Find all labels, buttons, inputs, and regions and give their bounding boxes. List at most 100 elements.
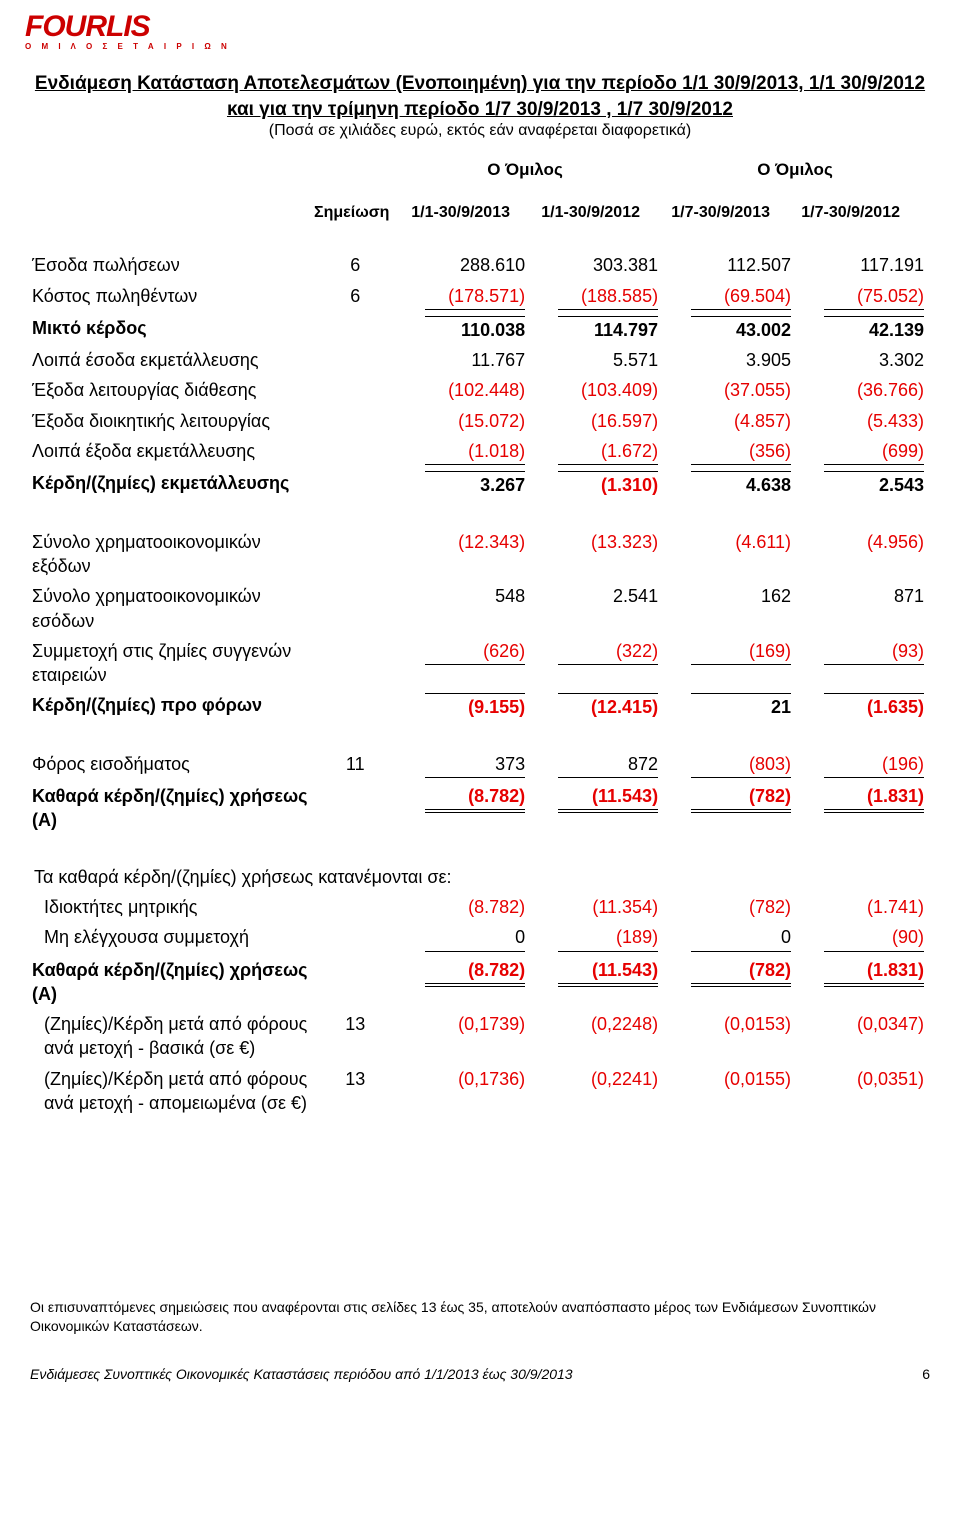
group-header-a: Ο Όμιλος	[390, 160, 660, 180]
row-label: Έξοδα λειτουργίας διάθεσης	[30, 375, 316, 405]
amount-cell: (4.956)	[797, 527, 930, 582]
amount-cell: (189)	[531, 922, 664, 954]
amount-cell: (782)	[664, 955, 797, 1010]
row-note	[316, 636, 398, 691]
amount-cell: (1.672)	[531, 436, 664, 468]
amount-cell: (1.831)	[797, 781, 930, 836]
row-note	[316, 922, 398, 954]
amount-cell: (0,0155)	[664, 1064, 797, 1119]
row-note: 13	[316, 1009, 398, 1064]
amount-cell: (1.635)	[797, 690, 930, 722]
amount-cell: (9.155)	[398, 690, 531, 722]
amount-cell: 110.038	[398, 313, 531, 345]
row-label: Κέρδη/(ζημίες) εκμετάλλευσης	[30, 468, 316, 500]
amount-cell: (5.433)	[797, 406, 930, 436]
row-label: Καθαρά κέρδη/(ζημίες) χρήσεως (Α)	[30, 781, 316, 836]
period-1: 1/1-30/9/2013	[390, 204, 520, 222]
table-row: (Ζημίες)/Κέρδη μετά από φόρους ανά μετοχ…	[30, 1064, 930, 1119]
column-group-header: Ο Όμιλος Ο Όμιλος	[30, 160, 930, 180]
row-label: Σύνολο χρηματοοικονομικών εσόδων	[30, 581, 316, 636]
amount-cell: 2.541	[531, 581, 664, 636]
row-label: Μη ελέγχουσα συμμετοχή	[30, 922, 316, 954]
footnote: Οι επισυναπτόμενες σημειώσεις που αναφέρ…	[30, 1298, 930, 1336]
row-label: (Ζημίες)/Κέρδη μετά από φόρους ανά μετοχ…	[30, 1064, 316, 1119]
amount-cell: 2.543	[797, 468, 930, 500]
amount-cell: 112.507	[664, 250, 797, 280]
amount-cell: (188.585)	[531, 281, 664, 313]
amount-cell: (16.597)	[531, 406, 664, 436]
table-row: (Ζημίες)/Κέρδη μετά από φόρους ανά μετοχ…	[30, 1009, 930, 1064]
amount-cell: 117.191	[797, 250, 930, 280]
amount-cell: (178.571)	[398, 281, 531, 313]
table-row: Κέρδη/(ζημίες) προ φόρων (9.155)(12.415)2…	[30, 690, 930, 722]
table-row: Έξοδα διοικητικής λειτουργίας(15.072)(16…	[30, 406, 930, 436]
amount-cell: (11.543)	[531, 781, 664, 836]
amount-cell: (0,0347)	[797, 1009, 930, 1064]
amount-cell: (699)	[797, 436, 930, 468]
table-row: Έξοδα λειτουργίας διάθεσης(102.448)(103.…	[30, 375, 930, 405]
table-row: Κέρδη/(ζημίες) εκμετάλλευσης3.267(1.310)…	[30, 468, 930, 500]
amount-cell: (1.310)	[531, 468, 664, 500]
table-row: Καθαρά κέρδη/(ζημίες) χρήσεως (Α)(8.782)…	[30, 955, 930, 1010]
row-note	[316, 781, 398, 836]
row-label: Λοιπά έξοδα εκμετάλλευσης	[30, 436, 316, 468]
amount-cell: 5.571	[531, 345, 664, 375]
amount-cell: (0,1736)	[398, 1064, 531, 1119]
amount-cell: (782)	[664, 892, 797, 922]
amount-cell: 21	[664, 690, 797, 722]
spacer-row	[30, 501, 930, 527]
amount-cell: 162	[664, 581, 797, 636]
amount-cell: 42.139	[797, 313, 930, 345]
row-label: Ιδιοκτήτες μητρικής	[30, 892, 316, 922]
row-label: Έσοδα πωλήσεων	[30, 250, 316, 280]
amount-cell: (15.072)	[398, 406, 531, 436]
row-note	[316, 892, 398, 922]
row-note	[316, 313, 398, 345]
logo-text: FOURLIS	[25, 12, 930, 42]
table-row: Συμμετοχή στις ζημίες συγγενών εταιρειών…	[30, 636, 930, 691]
amount-cell: (1.018)	[398, 436, 531, 468]
row-note: 6	[316, 250, 398, 280]
row-label: Φόρος εισοδήματος	[30, 749, 316, 781]
table-row: Κόστος πωληθέντων6(178.571)(188.585)(69.…	[30, 281, 930, 313]
page-footer: Ενδιάμεσες Συνοπτικές Οικονομικές Καταστ…	[30, 1366, 930, 1382]
row-note	[316, 406, 398, 436]
amount-cell: 548	[398, 581, 531, 636]
amount-cell: (36.766)	[797, 375, 930, 405]
row-note	[316, 955, 398, 1010]
amount-cell: (8.782)	[398, 892, 531, 922]
amount-cell: (8.782)	[398, 781, 531, 836]
allocation-header-row: Τα καθαρά κέρδη/(ζημίες) χρήσεως κατανέμ…	[30, 862, 930, 892]
row-label: (Ζημίες)/Κέρδη μετά από φόρους ανά μετοχ…	[30, 1009, 316, 1064]
footer-text: Ενδιάμεσες Συνοπτικές Οικονομικές Καταστ…	[30, 1366, 573, 1382]
amount-cell: (12.415)	[531, 690, 664, 722]
row-label: Κέρδη/(ζημίες) προ φόρων	[30, 690, 316, 722]
spacer-row	[30, 836, 930, 862]
table-row: Καθαρά κέρδη/(ζημίες) χρήσεως (Α) (8.782)…	[30, 781, 930, 836]
row-label: Σύνολο χρηματοοικονομικών εξόδων	[30, 527, 316, 582]
document-title-block: Ενδιάμεση Κατάσταση Αποτελεσμάτων (Ενοπο…	[30, 71, 930, 140]
column-period-header: Σημείωση 1/1-30/9/2013 1/1-30/9/2012 1/7…	[30, 204, 930, 222]
amount-cell: 288.610	[398, 250, 531, 280]
amount-cell: (1.831)	[797, 955, 930, 1010]
row-label: Μικτό κέρδος	[30, 313, 316, 345]
amount-cell: (102.448)	[398, 375, 531, 405]
period-2: 1/1-30/9/2012	[520, 204, 650, 222]
amount-cell: (1.741)	[797, 892, 930, 922]
page-number: 6	[922, 1366, 930, 1382]
amount-cell: (90)	[797, 922, 930, 954]
spacer-row	[30, 723, 930, 749]
row-note: 11	[316, 749, 398, 781]
amount-cell: (196)	[797, 749, 930, 781]
row-note: 6	[316, 281, 398, 313]
amount-cell: 3.905	[664, 345, 797, 375]
amount-cell: 11.767	[398, 345, 531, 375]
table-row: Μικτό κέρδος110.038114.79743.00242.139	[30, 313, 930, 345]
amount-cell: (0,2241)	[531, 1064, 664, 1119]
amount-cell: 373	[398, 749, 531, 781]
period-4: 1/7-30/9/2012	[780, 204, 910, 222]
row-label: Κόστος πωληθέντων	[30, 281, 316, 313]
amount-cell: (626)	[398, 636, 531, 691]
document-subtitle: (Ποσά σε χιλιάδες ευρώ, εκτός εάν αναφέρ…	[30, 122, 930, 140]
amount-cell: (13.323)	[531, 527, 664, 582]
